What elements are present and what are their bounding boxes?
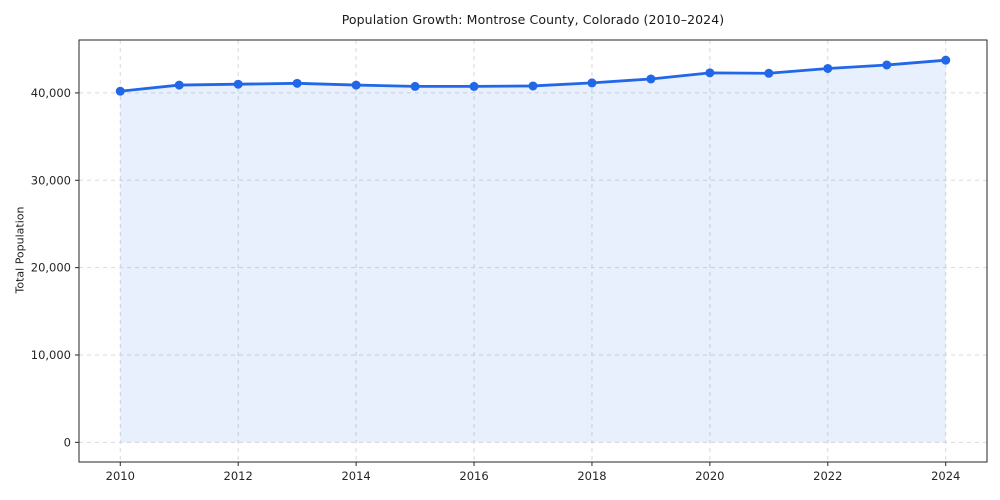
data-point-2014	[351, 80, 361, 90]
data-point-2015	[410, 81, 420, 91]
data-point-2024	[941, 55, 951, 65]
x-tick-label: 2016	[459, 469, 488, 483]
data-point-2017	[528, 81, 538, 91]
x-tick-label: 2024	[931, 469, 960, 483]
x-tick-label: 2020	[695, 469, 724, 483]
data-point-2013	[292, 78, 302, 88]
data-point-2010	[115, 86, 125, 96]
plot-border	[78, 39, 988, 463]
data-point-2011	[174, 80, 184, 90]
data-point-2023	[882, 60, 892, 70]
data-point-2020	[705, 68, 715, 78]
x-tick-label: 2012	[224, 469, 253, 483]
data-point-2012	[233, 79, 243, 89]
x-tick-label: 2018	[577, 469, 606, 483]
y-axis-title: Total Population	[13, 206, 27, 294]
y-tick-label: 10,000	[31, 348, 71, 362]
data-point-2019	[646, 74, 656, 84]
x-tick-label: 2022	[813, 469, 842, 483]
area-fill	[120, 60, 946, 443]
x-tick-label: 2014	[341, 469, 370, 483]
chart-title: Population Growth: Montrose County, Colo…	[341, 12, 725, 27]
data-point-2016	[469, 81, 479, 91]
data-point-2021	[764, 68, 774, 78]
x-tick-label: 2010	[106, 469, 135, 483]
y-tick-label: 40,000	[31, 86, 71, 100]
y-tick-label: 30,000	[31, 173, 71, 187]
data-point-2022	[823, 63, 833, 73]
data-point-2018	[587, 78, 597, 88]
y-tick-label: 20,000	[31, 261, 71, 275]
y-tick-label: 0	[64, 435, 71, 449]
